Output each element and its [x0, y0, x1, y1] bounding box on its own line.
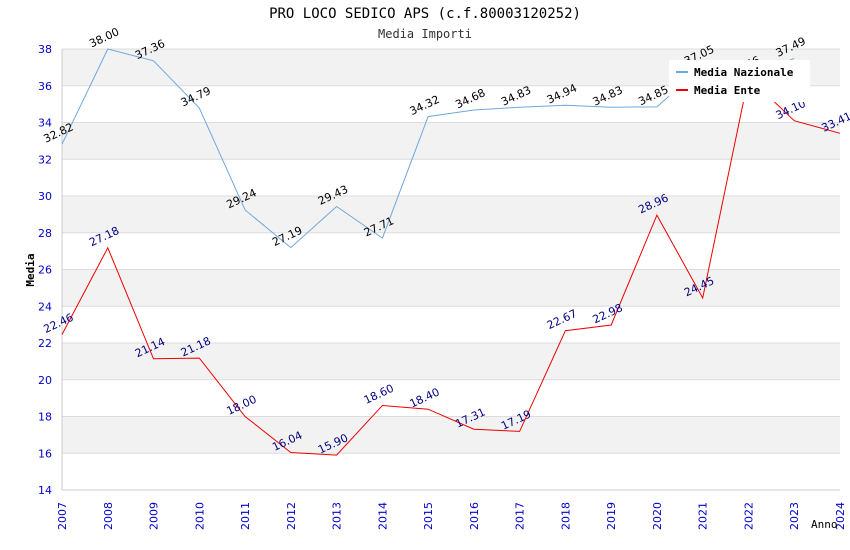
- x-tick-label: 2013: [331, 502, 344, 530]
- legend-label: Media Nazionale: [694, 66, 794, 79]
- y-tick-label: 30: [38, 190, 52, 203]
- y-tick-label: 14: [38, 484, 52, 497]
- x-tick-label: 2017: [514, 502, 527, 530]
- grid-band: [62, 343, 840, 380]
- x-tick-label: 2019: [605, 502, 618, 530]
- grid-band: [62, 196, 840, 233]
- legend-label: Media Ente: [694, 84, 761, 97]
- x-tick-label: 2014: [376, 502, 389, 530]
- y-axis-title: Media: [24, 253, 37, 286]
- grid-band: [62, 416, 840, 454]
- series-line-media-ente: [61, 76, 841, 456]
- x-tick-label: 2018: [559, 502, 572, 530]
- y-tick-label: 16: [38, 447, 52, 460]
- grid-band: [62, 159, 840, 196]
- x-tick-label: 2008: [102, 502, 115, 530]
- y-tick-label: 22: [38, 337, 52, 350]
- grid-band: [62, 453, 840, 490]
- y-tick-label: 20: [38, 374, 52, 387]
- x-tick-label: 2009: [148, 502, 161, 530]
- y-tick-label: 38: [38, 43, 52, 56]
- chart-subtitle: Media Importi: [378, 27, 472, 41]
- grid-band: [62, 122, 840, 160]
- y-tick-label: 34: [38, 117, 52, 130]
- x-tick-label: 2023: [788, 502, 801, 530]
- x-tick-label: 2010: [193, 502, 206, 530]
- y-tick-label: 18: [38, 411, 52, 424]
- y-tick-label: 36: [38, 80, 52, 93]
- x-tick-label: 2015: [422, 502, 435, 530]
- x-tick-label: 2020: [651, 502, 664, 530]
- grid-bands: [61, 48, 840, 491]
- x-tick-label: 2016: [468, 502, 481, 530]
- x-tick-label: 2007: [56, 502, 69, 530]
- grid-band: [62, 306, 840, 343]
- y-tick-label: 28: [38, 227, 52, 240]
- x-tick-label: 2012: [285, 502, 298, 530]
- legend: Media Nazionale Media Ente: [669, 60, 810, 102]
- y-tick-label: 32: [38, 153, 52, 166]
- y-axis-tick-labels: 14 16 18 20 22 24 26 28 30 32 34 36 38: [38, 43, 52, 497]
- chart-title: PRO LOCO SEDICO APS (c.f.80003120252): [269, 6, 581, 22]
- x-tick-label: 2021: [697, 502, 710, 530]
- x-tick-label: 2022: [742, 502, 755, 530]
- grid-band: [62, 379, 840, 417]
- grid-band: [62, 269, 840, 307]
- legend-box: [669, 60, 810, 102]
- x-axis-title: Anno: [811, 518, 838, 531]
- data-label-nazionale: 38.00: [87, 25, 121, 50]
- grid-band: [62, 232, 840, 270]
- x-axis-tick-labels: 2007 2008 2009 2010 2011 2012 2013 2014 2015 2016…: [56, 502, 847, 530]
- y-tick-label: 26: [38, 264, 52, 277]
- y-tick-label: 24: [38, 300, 52, 313]
- x-tick-label: 2024: [834, 502, 847, 530]
- x-tick-label: 2011: [239, 502, 252, 530]
